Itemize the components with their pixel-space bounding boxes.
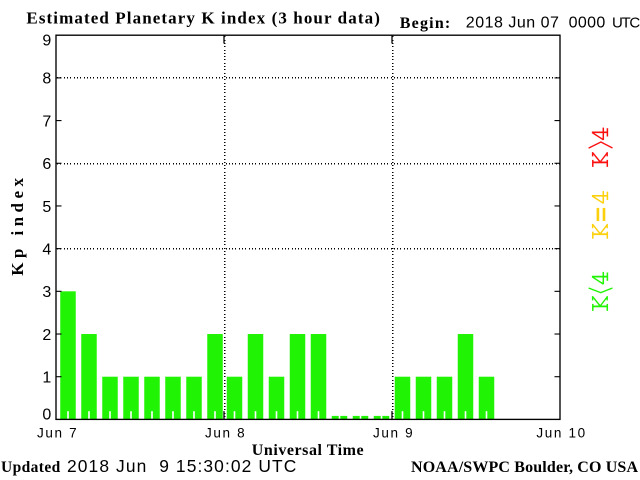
svg-text:Universal Time: Universal Time bbox=[252, 442, 364, 459]
svg-text:NOAA/SWPC Boulder, CO USA: NOAA/SWPC Boulder, CO USA bbox=[411, 459, 638, 476]
svg-text:0000: 0000 bbox=[569, 15, 606, 32]
svg-text:3: 3 bbox=[42, 284, 51, 301]
svg-text:2: 2 bbox=[42, 327, 51, 344]
svg-text:2018 Jun 07: 2018 Jun 07 bbox=[466, 15, 560, 32]
svg-text:6: 6 bbox=[42, 156, 51, 173]
svg-text:Jun 10: Jun 10 bbox=[536, 426, 586, 441]
svg-text:Jun 9: Jun 9 bbox=[373, 426, 414, 441]
svg-text:2018 Jun 9 15:30:02 UTC: 2018 Jun 9 15:30:02 UTC bbox=[67, 456, 297, 476]
svg-text:Jun 8: Jun 8 bbox=[205, 426, 246, 441]
svg-text:7: 7 bbox=[42, 113, 51, 130]
svg-text:Kp index: Kp index bbox=[8, 174, 27, 276]
svg-text:Estimated Planetary K index (3: Estimated Planetary K index (3 hour data… bbox=[26, 9, 381, 28]
svg-text:5: 5 bbox=[42, 199, 51, 216]
svg-text:4: 4 bbox=[42, 241, 51, 258]
svg-text:UTC: UTC bbox=[612, 15, 640, 32]
svg-text:Updated: Updated bbox=[1, 459, 61, 476]
svg-text:8: 8 bbox=[42, 71, 51, 88]
svg-text:0: 0 bbox=[42, 406, 51, 423]
svg-text:Begin:: Begin: bbox=[400, 15, 452, 32]
svg-text:1: 1 bbox=[42, 370, 51, 387]
svg-text:9: 9 bbox=[42, 32, 51, 49]
svg-text:Jun 7: Jun 7 bbox=[37, 426, 78, 441]
